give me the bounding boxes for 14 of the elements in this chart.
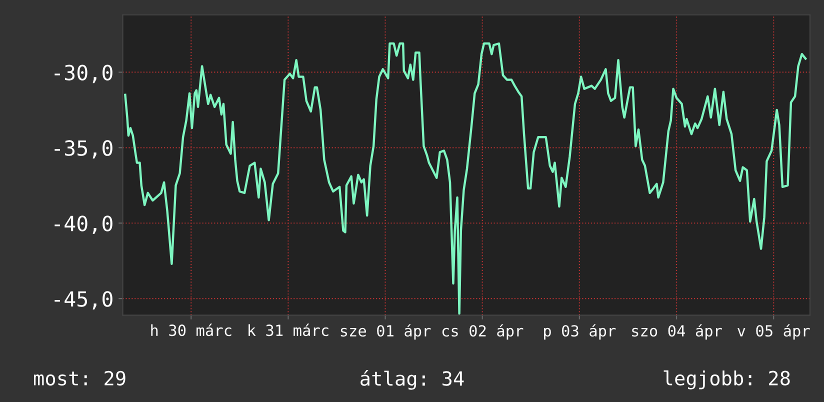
x-tick-label: v 05 ápr — [738, 324, 810, 340]
y-tick-label: -40,0 — [54, 216, 112, 234]
x-tick-label: p 03 ápr — [544, 324, 616, 340]
x-tick-label: szo 04 ápr — [632, 324, 722, 340]
x-tick-label: h 30 márc — [151, 324, 232, 336]
y-tick-label: -45,0 — [54, 291, 112, 310]
text: átlag: 34 — [360, 370, 464, 390]
text: most: 29 — [34, 370, 126, 386]
x-tick-label: cs 02 ápr — [442, 324, 524, 340]
x-tick-label: sze 01 ápr — [340, 324, 431, 340]
y-tick-label: -35,0 — [54, 140, 112, 159]
text: legjobb: 28 — [664, 370, 790, 390]
x-tick-label: k 31 márc — [248, 324, 328, 336]
y-tick-label: -30,0 — [54, 64, 112, 84]
